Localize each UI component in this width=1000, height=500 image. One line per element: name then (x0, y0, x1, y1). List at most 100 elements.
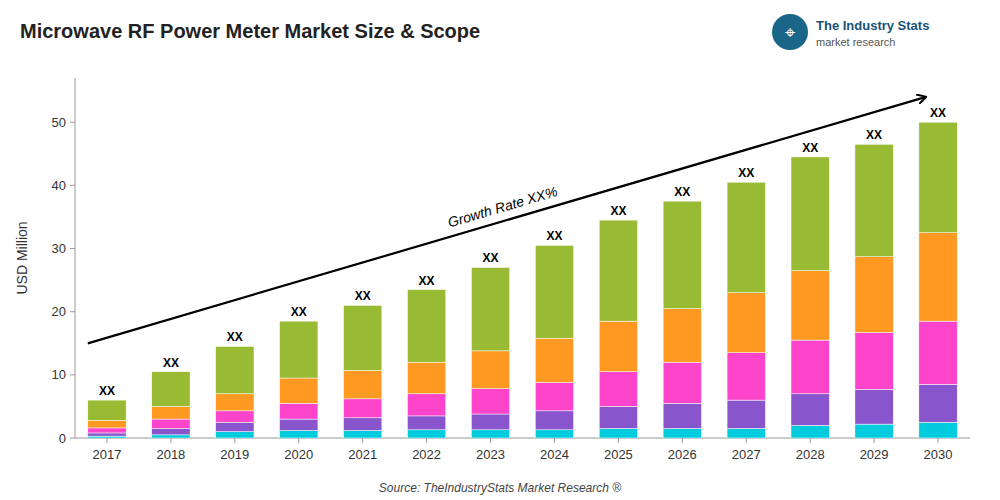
x-tick (106, 438, 107, 443)
bar-segment (88, 433, 126, 436)
bar-segment (663, 201, 701, 308)
bar-segment (727, 293, 765, 353)
bar-segment (791, 271, 829, 340)
bar-segment (88, 428, 126, 433)
bar-segment (855, 333, 893, 390)
logo: ⌖The Industry Statsmarket research (772, 14, 929, 50)
y-tick (70, 374, 75, 375)
bar-segment (280, 321, 318, 378)
bar-segment (791, 425, 829, 438)
bar-segment (535, 430, 573, 438)
x-tick (746, 438, 747, 443)
x-tick-label: 2025 (604, 447, 633, 462)
bar-label: XX (546, 229, 562, 243)
bar-segment (407, 290, 445, 363)
bar-segment (919, 233, 957, 321)
bar-segment (727, 429, 765, 438)
x-tick-label: 2027 (732, 447, 761, 462)
bar-segment (727, 353, 765, 400)
bar-label: XX (355, 289, 371, 303)
bar-segment (344, 430, 382, 438)
bar-label: XX (674, 185, 690, 199)
x-tick (490, 438, 491, 443)
bars (88, 122, 957, 438)
bar-segment (855, 144, 893, 256)
bar-segment (599, 406, 637, 428)
bar-segment (599, 220, 637, 321)
growth-arrow (88, 97, 925, 343)
bar-segment (344, 418, 382, 431)
bar-segment (471, 430, 509, 438)
bar-segment (280, 403, 318, 419)
x-tick (234, 438, 235, 443)
y-tick (70, 438, 75, 439)
x-tick (554, 438, 555, 443)
bar-segment (152, 419, 190, 428)
bar-segment (152, 372, 190, 407)
bar-segment (88, 436, 126, 438)
bar-segment (855, 389, 893, 424)
bar-label: XX (738, 166, 754, 180)
x-tick (298, 438, 299, 443)
bar-segment (663, 309, 701, 363)
bar-label: XX (610, 204, 626, 218)
bar-segment (855, 257, 893, 333)
bar-segment (919, 321, 957, 384)
bar-segment (919, 422, 957, 438)
y-tick-label: 10 (52, 367, 66, 382)
logo-tagline: market research (816, 36, 895, 48)
bar-segment (535, 411, 573, 430)
bar-segment (216, 422, 254, 431)
x-tick-label: 2022 (412, 447, 441, 462)
bar-segment (471, 389, 509, 414)
bar-segment (280, 430, 318, 438)
bar-segment (88, 420, 126, 428)
bar-segment (663, 429, 701, 438)
x-tick (362, 438, 363, 443)
bar-segment (152, 406, 190, 419)
y-tick (70, 248, 75, 249)
bar-segment (407, 430, 445, 438)
bar-label: XX (802, 141, 818, 155)
growth-label: Growth Rate XX% (446, 183, 560, 230)
bar-segment (471, 267, 509, 350)
bar-segment (407, 394, 445, 416)
x-tick (810, 438, 811, 443)
x-tick-label: 2023 (476, 447, 505, 462)
bar-segment (471, 351, 509, 389)
x-tick-label: 2030 (924, 447, 953, 462)
bar-segment (152, 429, 190, 435)
bar-segment (88, 400, 126, 420)
source: Source: TheIndustryStats Market Research… (379, 481, 621, 495)
x-tick-label: 2021 (348, 447, 377, 462)
bar-segment (216, 432, 254, 438)
bar-segment (727, 182, 765, 293)
x-tick-label: 2028 (796, 447, 825, 462)
x-tick-label: 2019 (220, 447, 249, 462)
bar-segment (344, 370, 382, 398)
x-tick-label: 2020 (284, 447, 313, 462)
bar-label: XX (930, 106, 946, 120)
bar-segment (791, 394, 829, 426)
bar-segment (791, 157, 829, 271)
bar-segment (919, 384, 957, 422)
bar-segment (407, 416, 445, 430)
bar-segment (216, 346, 254, 393)
bar-segment (663, 362, 701, 403)
y-axis-label: USD Million (14, 221, 30, 294)
bar-label: XX (483, 251, 499, 265)
x-tick (682, 438, 683, 443)
bar-label: XX (866, 128, 882, 142)
y-tick-label: 30 (52, 241, 66, 256)
bar-label: XX (291, 305, 307, 319)
y-tick (70, 185, 75, 186)
bar-segment (216, 394, 254, 411)
y-axis-line (75, 78, 76, 438)
y-tick-label: 40 (52, 178, 66, 193)
bar-segment (727, 400, 765, 428)
bar-segment (280, 378, 318, 403)
bar-segment (663, 403, 701, 428)
x-tick (874, 438, 875, 443)
x-tick-label: 2026 (668, 447, 697, 462)
x-tick (170, 438, 171, 443)
